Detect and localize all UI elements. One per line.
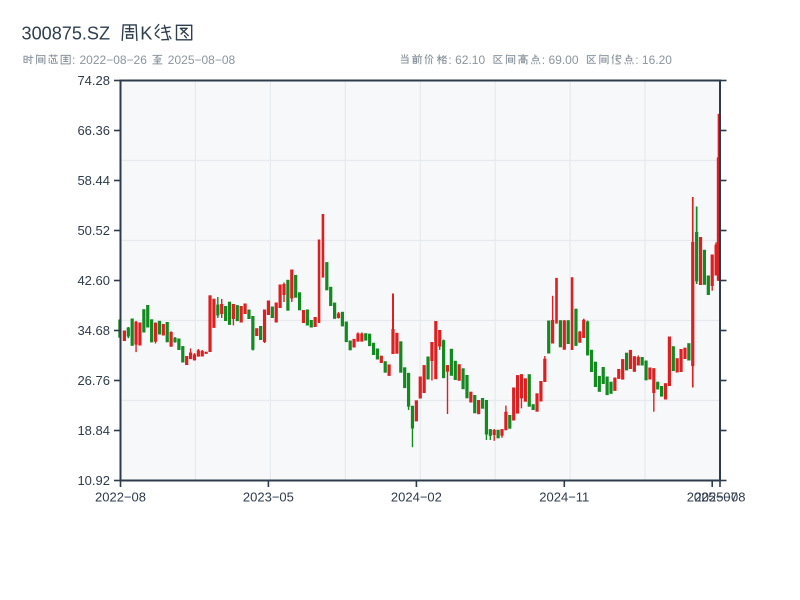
svg-text:16.20: 16.20	[642, 53, 672, 67]
svg-text:74.28: 74.28	[77, 73, 110, 88]
svg-text:69.00: 69.00	[549, 53, 579, 67]
svg-text:10.92: 10.92	[77, 473, 110, 488]
svg-text:2022−08−26: 2022−08−26	[80, 53, 148, 67]
svg-text:34.68: 34.68	[77, 323, 110, 338]
svg-text:2024−11: 2024−11	[539, 490, 589, 505]
svg-text:18.84: 18.84	[77, 423, 110, 438]
svg-text:26.76: 26.76	[77, 373, 110, 388]
svg-text:2024−02: 2024−02	[391, 490, 442, 505]
svg-text:2022−08: 2022−08	[95, 490, 146, 505]
svg-text:42.60: 42.60	[77, 273, 110, 288]
svg-text:2025−08: 2025−08	[695, 490, 746, 505]
svg-text:66.36: 66.36	[77, 123, 110, 138]
svg-text:58.44: 58.44	[77, 173, 110, 188]
svg-text:2025−07: 2025−07	[687, 490, 738, 505]
svg-text:50.52: 50.52	[77, 223, 110, 238]
svg-text:2025−08−08: 2025−08−08	[168, 53, 236, 67]
svg-text::: :	[72, 53, 75, 67]
svg-text:2023−05: 2023−05	[243, 490, 294, 505]
svg-text:K: K	[140, 24, 152, 44]
svg-text::: :	[542, 53, 545, 67]
svg-text::: :	[635, 53, 638, 67]
svg-text:300875.SZ: 300875.SZ	[22, 24, 111, 44]
svg-text:62.10: 62.10	[455, 53, 485, 67]
svg-text::: :	[448, 53, 451, 67]
